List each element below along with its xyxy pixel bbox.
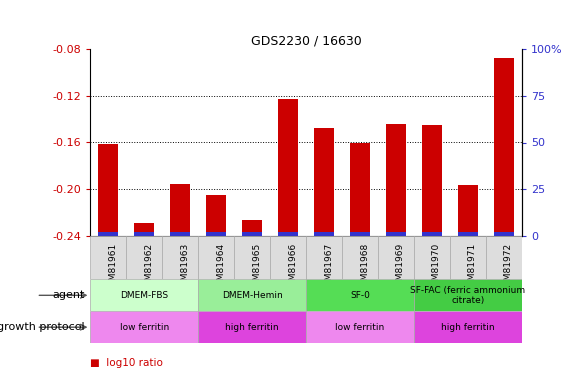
Bar — [206, 231, 226, 236]
Bar — [306, 311, 414, 343]
Bar — [278, 99, 298, 236]
Bar — [135, 224, 154, 236]
Text: SF-0: SF-0 — [350, 291, 370, 300]
Text: SF-FAC (ferric ammonium
citrate): SF-FAC (ferric ammonium citrate) — [410, 286, 525, 305]
Bar — [422, 125, 442, 236]
Bar — [127, 236, 162, 279]
Bar — [278, 231, 298, 236]
Bar — [350, 142, 370, 236]
Text: GSM81962: GSM81962 — [144, 243, 153, 292]
Bar — [458, 185, 477, 236]
Bar — [306, 279, 414, 311]
Bar — [306, 236, 342, 279]
Bar — [386, 124, 406, 236]
Bar — [342, 236, 378, 279]
Bar — [414, 236, 450, 279]
Bar — [378, 236, 414, 279]
Bar — [198, 236, 234, 279]
Text: GSM81972: GSM81972 — [504, 243, 513, 292]
Text: low ferritin: low ferritin — [335, 322, 385, 332]
Bar — [314, 231, 334, 236]
Text: high ferritin: high ferritin — [226, 322, 279, 332]
Bar — [99, 144, 118, 236]
Text: high ferritin: high ferritin — [441, 322, 494, 332]
Text: GSM81964: GSM81964 — [216, 243, 225, 292]
Text: GSM81970: GSM81970 — [432, 243, 441, 292]
Bar — [198, 311, 306, 343]
Bar — [458, 231, 477, 236]
Bar — [90, 311, 198, 343]
Bar — [350, 231, 370, 236]
Bar — [494, 231, 514, 236]
Text: GSM81969: GSM81969 — [396, 243, 405, 292]
Text: growth protocol: growth protocol — [0, 322, 85, 332]
Text: low ferritin: low ferritin — [120, 322, 169, 332]
Bar — [170, 183, 190, 236]
Text: GSM81963: GSM81963 — [180, 243, 189, 292]
Bar — [414, 279, 522, 311]
Bar — [198, 279, 306, 311]
Text: GSM81966: GSM81966 — [288, 243, 297, 292]
Text: agent: agent — [52, 290, 85, 300]
Bar — [486, 236, 522, 279]
Text: DMEM-Hemin: DMEM-Hemin — [222, 291, 283, 300]
Bar — [243, 220, 262, 236]
Bar — [414, 311, 522, 343]
Bar — [422, 231, 442, 236]
Text: GSM81967: GSM81967 — [324, 243, 333, 292]
Text: GSM81968: GSM81968 — [360, 243, 369, 292]
Bar — [90, 279, 198, 311]
Bar — [90, 236, 127, 279]
Bar — [386, 231, 406, 236]
Bar — [170, 231, 190, 236]
Bar — [162, 236, 198, 279]
Text: ■  log10 ratio: ■ log10 ratio — [90, 358, 163, 368]
Bar — [270, 236, 306, 279]
Text: GSM81965: GSM81965 — [252, 243, 261, 292]
Text: GSM81961: GSM81961 — [108, 243, 117, 292]
Bar — [99, 231, 118, 236]
Bar — [494, 58, 514, 236]
Bar — [450, 236, 486, 279]
Bar — [314, 128, 334, 236]
Bar — [234, 236, 270, 279]
Bar — [243, 231, 262, 236]
Bar — [206, 195, 226, 236]
Text: GSM81971: GSM81971 — [468, 243, 477, 292]
Title: GDS2230 / 16630: GDS2230 / 16630 — [251, 34, 361, 48]
Bar — [135, 231, 154, 236]
Text: DMEM-FBS: DMEM-FBS — [120, 291, 168, 300]
